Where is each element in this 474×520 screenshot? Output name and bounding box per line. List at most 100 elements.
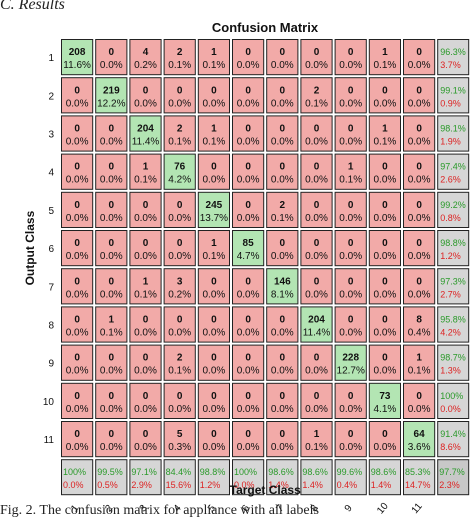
cell-count: 0 <box>143 391 149 402</box>
col-summary-cell <box>300 459 333 496</box>
cell-count: 0 <box>74 391 80 402</box>
matrix-cell <box>334 268 367 305</box>
matrix-cell <box>403 382 436 419</box>
cell-percent: 0.0% <box>66 328 89 339</box>
cell-percent: 0.1% <box>271 213 294 224</box>
col-summary-error: 0.4% <box>337 480 358 490</box>
row-summary-cell <box>437 421 470 458</box>
matrix-cell <box>95 382 128 419</box>
cell-percent: 0.1% <box>305 98 328 109</box>
cell-percent: 0.0% <box>134 442 157 453</box>
cell-count: 0 <box>109 124 115 135</box>
matrix-cell <box>334 421 367 458</box>
cell-count: 0 <box>416 238 422 249</box>
cell-count: 0 <box>245 200 251 211</box>
cell-count: 0 <box>314 238 320 249</box>
matrix-cell <box>368 382 401 419</box>
x-tick-label: 5 <box>206 503 218 515</box>
cell-percent: 0.0% <box>168 328 191 339</box>
row-summary-error: 2.6% <box>440 175 461 185</box>
matrix-cell <box>163 39 196 76</box>
cell-percent: 12.2% <box>97 98 125 109</box>
cell-percent: 0.1% <box>100 328 123 339</box>
row-summary-correct: 97.3% <box>440 276 466 286</box>
matrix-cell <box>334 382 367 419</box>
cell-percent: 0.0% <box>271 251 294 262</box>
cell-percent: 0.1% <box>203 60 226 71</box>
col-summary-correct: 99.5% <box>97 467 123 477</box>
cell-count: 0 <box>280 238 286 249</box>
cell-percent: 0.0% <box>305 137 328 148</box>
cell-count: 0 <box>74 124 80 135</box>
cell-percent: 8.1% <box>271 289 294 300</box>
cell-count: 0 <box>280 162 286 173</box>
col-summary-error: 2.9% <box>131 480 152 490</box>
cell-percent: 0.0% <box>203 366 226 377</box>
cell-percent: 0.1% <box>134 289 157 300</box>
col-summary-error: 1.4% <box>302 480 323 490</box>
matrix-cell <box>197 344 231 381</box>
col-summary-error: 1.2% <box>200 480 221 490</box>
cell-count: 0 <box>211 429 217 440</box>
figure-caption: Fig. 2. The confusion matrix for applian… <box>0 503 319 518</box>
cell-percent: 0.0% <box>408 251 431 262</box>
row-summary-cell <box>437 115 470 152</box>
row-summary-error: 8.6% <box>440 442 461 452</box>
matrix-cell <box>266 230 299 267</box>
cell-count: 0 <box>348 124 354 135</box>
col-summary-correct: 97.1% <box>131 467 157 477</box>
col-summary-correct: 99.6% <box>337 467 363 477</box>
cell-count: 0 <box>74 429 80 440</box>
cell-percent: 0.0% <box>374 98 397 109</box>
cell-count: 0 <box>143 315 149 326</box>
cell-count: 0 <box>109 391 115 402</box>
cell-percent: 0.0% <box>203 289 226 300</box>
cell-percent: 0.0% <box>66 213 89 224</box>
cell-count: 208 <box>69 47 86 58</box>
cell-count: 0 <box>245 276 251 287</box>
y-tick-label: 2 <box>48 91 54 102</box>
cell-count: 0 <box>382 429 388 440</box>
matrix-cell <box>403 230 436 267</box>
row-summary-correct: 100% <box>440 391 463 401</box>
cell-percent: 0.0% <box>271 60 294 71</box>
y-tick-label: 6 <box>48 244 54 255</box>
cell-percent: 0.1% <box>408 366 431 377</box>
cell-count: 0 <box>143 85 149 96</box>
matrix-cell <box>232 115 265 152</box>
cell-count: 0 <box>177 391 183 402</box>
cell-percent: 0.0% <box>100 442 123 453</box>
cell-count: 0 <box>74 85 80 96</box>
cell-count: 0 <box>109 162 115 173</box>
matrix-cell <box>232 39 265 76</box>
x-tick-label: 7 <box>274 503 286 515</box>
col-summary-error: 1.4% <box>371 480 392 490</box>
matrix-cell <box>61 77 94 114</box>
cell-count: 1 <box>109 315 115 326</box>
cell-percent: 0.0% <box>374 251 397 262</box>
cell-count: 0 <box>74 200 80 211</box>
cell-count: 0 <box>280 47 286 58</box>
cell-percent: 0.0% <box>408 98 431 109</box>
matrix-cell <box>403 191 436 229</box>
total-summary-error: 2.3% <box>439 480 460 490</box>
cell-percent: 0.0% <box>374 442 397 453</box>
row-summary-correct: 96.3% <box>440 47 466 57</box>
cell-count: 0 <box>280 315 286 326</box>
matrix-cell <box>197 421 231 458</box>
cell-percent: 0.0% <box>374 175 397 186</box>
cell-count: 0 <box>416 162 422 173</box>
row-summary-error: 0.9% <box>440 98 461 108</box>
cell-count: 0 <box>348 315 354 326</box>
cell-count: 0 <box>280 85 286 96</box>
cell-count: 0 <box>348 47 354 58</box>
matrix-cell <box>163 115 196 152</box>
cell-percent: 0.0% <box>134 213 157 224</box>
matrix-cell <box>334 39 367 76</box>
col-summary-error: 0.0% <box>63 480 84 490</box>
matrix-cell <box>403 344 436 381</box>
matrix-cell <box>95 306 128 343</box>
cell-count: 0 <box>348 391 354 402</box>
col-summary-cell <box>95 459 128 496</box>
